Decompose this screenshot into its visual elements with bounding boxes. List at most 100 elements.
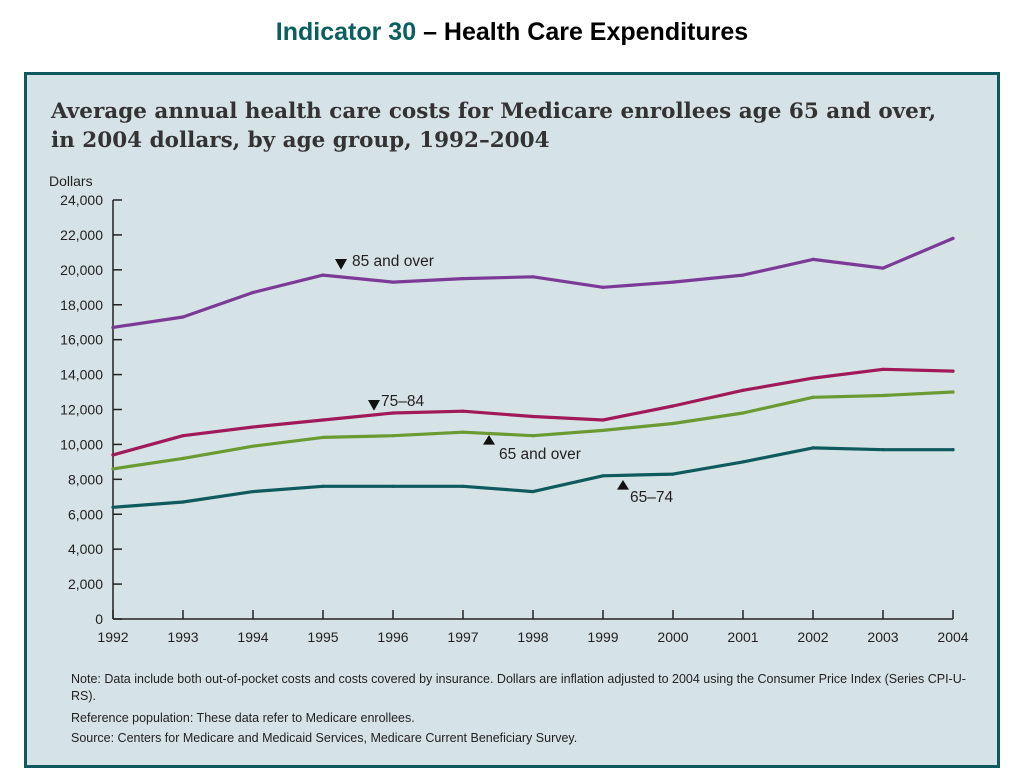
x-tick-label: 1996 — [377, 629, 408, 645]
data-point — [881, 266, 885, 270]
data-point — [321, 484, 325, 488]
x-tick-label: 1995 — [307, 629, 338, 645]
line-chart: Dollars 0 2,000 4,000 6,000 8,000 10,000 12,000… — [49, 173, 969, 645]
slide-title-prefix: Indicator 30 — [275, 18, 417, 46]
slide-title: Indicator 30 – Health Care Expenditures — [0, 16, 1024, 48]
data-point — [811, 376, 815, 380]
annotation-label: 85 and over — [352, 253, 434, 270]
annotation-marker — [483, 435, 495, 445]
y-tick-label: 4,000 — [68, 541, 103, 557]
data-point — [461, 276, 465, 281]
data-point — [321, 273, 325, 277]
y-tick-label: 6,000 — [68, 506, 103, 522]
x-tick-label: 1999 — [587, 629, 618, 645]
data-point — [671, 472, 675, 476]
data-point — [951, 369, 955, 373]
data-point — [601, 418, 605, 422]
data-point — [951, 236, 955, 241]
x-tick-label: 2003 — [867, 629, 898, 645]
data-point — [251, 290, 255, 295]
chart-notes: Note: Data include both out-of-pocket co… — [71, 671, 971, 748]
data-point — [531, 414, 535, 419]
data-point — [321, 435, 325, 440]
data-point — [531, 489, 535, 494]
data-point — [671, 404, 675, 408]
x-tick-label: 2002 — [797, 629, 828, 645]
series-line — [111, 236, 955, 329]
x-tick-label: 1994 — [237, 629, 268, 645]
data-point — [601, 474, 605, 478]
data-point — [531, 275, 535, 279]
y-tick-label: 24,000 — [60, 192, 103, 208]
y-tick-label: 8,000 — [68, 471, 103, 487]
series-line — [111, 367, 955, 457]
chart-title: Average annual health care costs for Med… — [51, 97, 951, 155]
data-point — [811, 257, 815, 261]
data-point — [951, 390, 955, 394]
x-tick-label: 2000 — [657, 629, 688, 645]
annotation-marker — [335, 259, 347, 270]
data-point — [321, 418, 325, 422]
data-point — [881, 448, 885, 452]
reference-text: Reference population: These data refer t… — [71, 711, 415, 725]
data-point — [111, 467, 115, 471]
data-point — [251, 425, 255, 429]
data-point — [111, 453, 115, 457]
x-tick-label: 2001 — [727, 629, 758, 645]
data-point — [181, 434, 185, 438]
data-point — [391, 411, 395, 415]
chart-title-line-2: in 2004 dollars, by age group, 1992–2004 — [51, 128, 550, 153]
y-tick-label: 14,000 — [60, 367, 103, 383]
y-tick-label: 20,000 — [60, 262, 103, 278]
data-point — [671, 421, 675, 426]
x-tick-label: 1997 — [447, 629, 478, 645]
data-point — [111, 325, 115, 330]
data-point — [181, 456, 185, 460]
annotation-label: 75–84 — [381, 393, 424, 410]
annotation-label: 65–74 — [630, 489, 673, 506]
note-text: Note: Data include both out-of-pocket co… — [71, 672, 966, 703]
data-point — [251, 444, 255, 448]
data-point — [461, 409, 465, 413]
chart-title-line-1: Average annual health care costs for Med… — [51, 99, 937, 124]
x-tick-label: 2004 — [937, 629, 968, 645]
data-point — [531, 434, 535, 438]
data-point — [671, 280, 675, 284]
y-axis-label: Dollars — [49, 173, 93, 189]
data-point — [601, 428, 605, 433]
source-text: Source: Centers for Medicare and Medicai… — [71, 731, 578, 745]
data-point — [881, 367, 885, 371]
y-tick-label: 0 — [95, 611, 103, 627]
y-tick-label: 10,000 — [60, 436, 103, 452]
data-point — [181, 500, 185, 504]
data-point — [951, 448, 955, 452]
annotation-marker — [617, 480, 629, 490]
data-point — [601, 285, 605, 289]
y-tick-label: 18,000 — [60, 297, 103, 313]
y-tick-label: 2,000 — [68, 576, 103, 592]
data-point — [251, 489, 255, 494]
data-point — [881, 393, 885, 398]
y-tick-label: 22,000 — [60, 227, 103, 243]
data-point — [461, 430, 465, 434]
data-point — [391, 280, 395, 284]
data-point — [741, 411, 745, 415]
data-point — [181, 315, 185, 319]
annotation-label: 65 and over — [499, 446, 581, 463]
chart-panel: Average annual health care costs for Med… — [24, 72, 1000, 768]
data-point — [811, 446, 815, 450]
data-point — [741, 388, 745, 392]
data-point — [741, 273, 745, 277]
y-tick-label: 12,000 — [60, 402, 103, 418]
annotation-marker — [368, 400, 380, 411]
x-tick-label: 1998 — [517, 629, 548, 645]
x-tick-label: 1993 — [167, 629, 198, 645]
slide-title-suffix: – Health Care Expenditures — [416, 18, 749, 46]
data-point — [741, 460, 745, 464]
data-point — [391, 434, 395, 438]
x-tick-label: 1992 — [97, 629, 128, 645]
data-point — [111, 505, 115, 509]
data-point — [811, 395, 815, 399]
y-tick-label: 16,000 — [60, 332, 103, 348]
data-point — [391, 484, 395, 488]
